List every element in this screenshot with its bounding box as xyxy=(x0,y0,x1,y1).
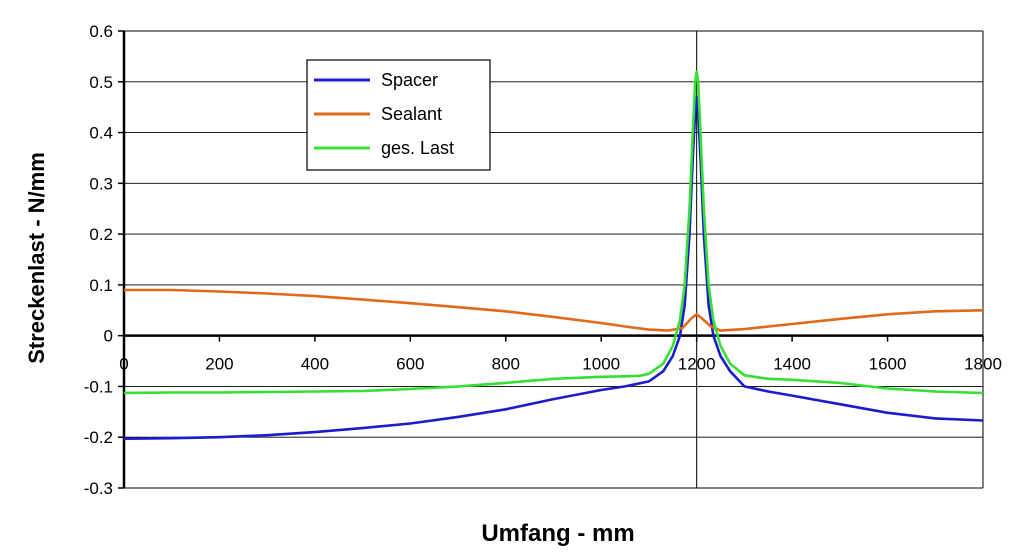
legend: Spacer Sealant ges. Last xyxy=(306,59,491,171)
legend-label: Sealant xyxy=(381,104,442,124)
y-tick-label: 0.1 xyxy=(89,276,113,295)
x-tick-label: 400 xyxy=(301,355,329,374)
x-tick-label: 1200 xyxy=(678,355,716,374)
y-tick-label: 0 xyxy=(104,327,113,346)
y-tick-label: -0.1 xyxy=(84,377,113,396)
x-tick-label: 800 xyxy=(492,355,520,374)
x-tick-label: 1800 xyxy=(964,355,1002,374)
legend-label: ges. Last xyxy=(381,138,454,158)
y-axis-title: Streckenlast - N/mm xyxy=(24,152,49,364)
x-tick-label: 600 xyxy=(396,355,424,374)
y-tick-label: 0.4 xyxy=(89,124,113,143)
series-line-spacer xyxy=(123,95,984,440)
x-axis-ticks: 0 200 400 600 800 1000 1200 1400 1600 1800 xyxy=(119,335,1002,374)
series-line-ges-last xyxy=(123,70,984,395)
y-tick-label: 0.5 xyxy=(89,73,113,92)
y-tick-label: -0.3 xyxy=(84,479,113,498)
x-tick-label: 1400 xyxy=(773,355,811,374)
y-tick-label: 0.6 xyxy=(89,22,113,41)
grid-lines xyxy=(124,30,983,489)
x-tick-label: 1000 xyxy=(582,355,620,374)
y-tick-label: 0.3 xyxy=(89,174,113,193)
series-line-sealant xyxy=(124,288,984,332)
y-axis-ticks: 0.6 0.5 0.4 0.3 0.2 0.1 0 -0.1 -0.2 -0.3 xyxy=(84,22,124,498)
x-tick-label: 1600 xyxy=(869,355,907,374)
x-tick-label: 200 xyxy=(205,355,233,374)
plot-area xyxy=(122,31,984,488)
y-tick-label: 0.2 xyxy=(89,225,113,244)
y-tick-label: -0.2 xyxy=(84,428,113,447)
series-lines xyxy=(123,70,984,440)
x-axis-title: Umfang - mm xyxy=(481,520,634,547)
x-tick-label: 0 xyxy=(119,355,128,374)
legend-label: Spacer xyxy=(381,70,438,90)
